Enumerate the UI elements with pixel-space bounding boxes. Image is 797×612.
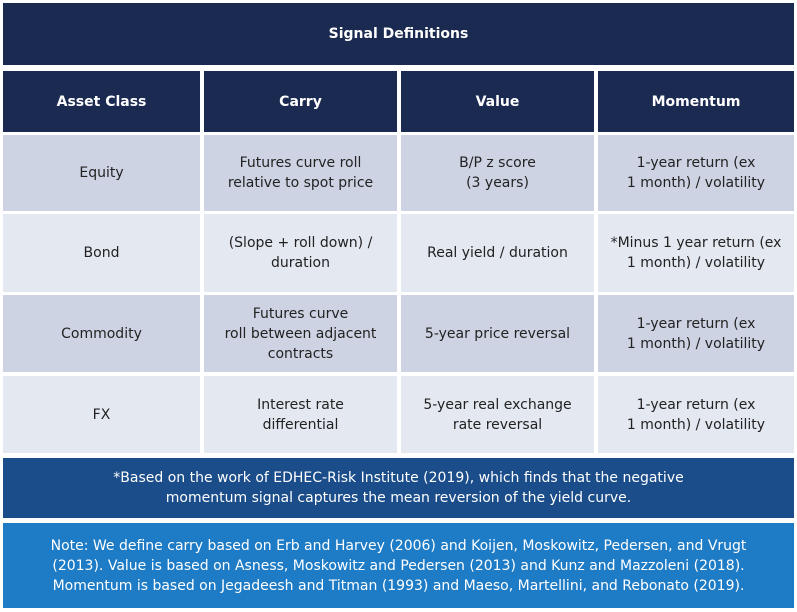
text: Value (475, 93, 520, 110)
text: 1-year return (ex (636, 396, 756, 413)
text: Asset Class (56, 93, 147, 110)
table-cell: FX (3, 376, 200, 453)
text: 5-year real exchange (423, 396, 572, 413)
text: Carry (279, 93, 322, 110)
text: 1 month) / volatility (626, 335, 766, 352)
text: (3 years) (466, 175, 529, 191)
text: 5-year price reversal (424, 325, 571, 342)
text: momentum signal captures the mean revers… (165, 490, 632, 506)
text: FX (92, 406, 111, 423)
text: (2013). Value is based on Asness, Moskow… (52, 557, 745, 574)
text: relative to spot price (227, 175, 374, 191)
text: Momentum (651, 93, 741, 110)
text: *Minus 1 year return (ex (610, 235, 782, 251)
table-cell: Real yield / duration (401, 214, 594, 292)
text: 1 month) / volatility (626, 416, 766, 433)
text: Futures curve roll (239, 155, 362, 171)
text: (Slope + roll down) / (228, 235, 373, 251)
text: duration (271, 255, 330, 271)
text: 1-year return (ex (636, 315, 756, 332)
text: 1 month) / volatility (626, 175, 766, 191)
text: Commodity (61, 325, 142, 342)
table-cell: 1-year return (ex 1 month) / volatility (598, 295, 794, 372)
text: Signal Definitions (328, 26, 469, 42)
table-cell: Futures curve roll between adjacent contra… (204, 295, 397, 372)
table-cell: Bond (3, 214, 200, 292)
text: Note: We define carry based on Erb and H… (50, 537, 747, 554)
table-cell: B/P z score (3 years) (401, 135, 594, 211)
header-cell: Momentum (598, 71, 794, 132)
table-cell: Interest rate differential (204, 376, 397, 453)
table-cell: Commodity (3, 295, 200, 372)
table-cell: Equity (3, 135, 200, 211)
text: Bond (83, 245, 120, 261)
text: rate reversal (452, 416, 543, 433)
table-cell: 5-year price reversal (401, 295, 594, 372)
text: Real yield / duration (427, 245, 568, 261)
header-cell: Value (401, 71, 594, 132)
text: B/P z score (459, 155, 536, 171)
text: Interest rate (257, 396, 344, 413)
text: Futures curve (252, 305, 349, 322)
note: Note: We define carry based on Erb and H… (3, 523, 794, 608)
table-cell: 1-year return (ex 1 month) / volatility (598, 376, 794, 453)
header-cell: Asset Class (3, 71, 200, 132)
text: Equity (79, 165, 124, 181)
text: differential (262, 416, 339, 433)
text: *Based on the work of EDHEC-Risk Institu… (113, 470, 684, 486)
table-cell: Futures curve roll relative to spot price (204, 135, 397, 211)
table-cell: *Minus 1 year return (ex 1 month) / volat… (598, 214, 794, 292)
text: roll between adjacent (224, 325, 377, 342)
text: 1-year return (ex (636, 155, 756, 171)
text: Momentum is based on Jegadeesh and Titma… (52, 577, 745, 594)
table-cell: 1-year return (ex 1 month) / volatility (598, 135, 794, 211)
table-title: Signal Definitions (3, 3, 794, 65)
text: contracts (267, 345, 334, 362)
footnote: *Based on the work of EDHEC-Risk Institu… (3, 458, 794, 518)
table-cell: 5-year real exchange rate reversal (401, 376, 594, 453)
table-cell: (Slope + roll down) / duration (204, 214, 397, 292)
header-cell: Carry (204, 71, 397, 132)
text: 1 month) / volatility (626, 255, 766, 271)
